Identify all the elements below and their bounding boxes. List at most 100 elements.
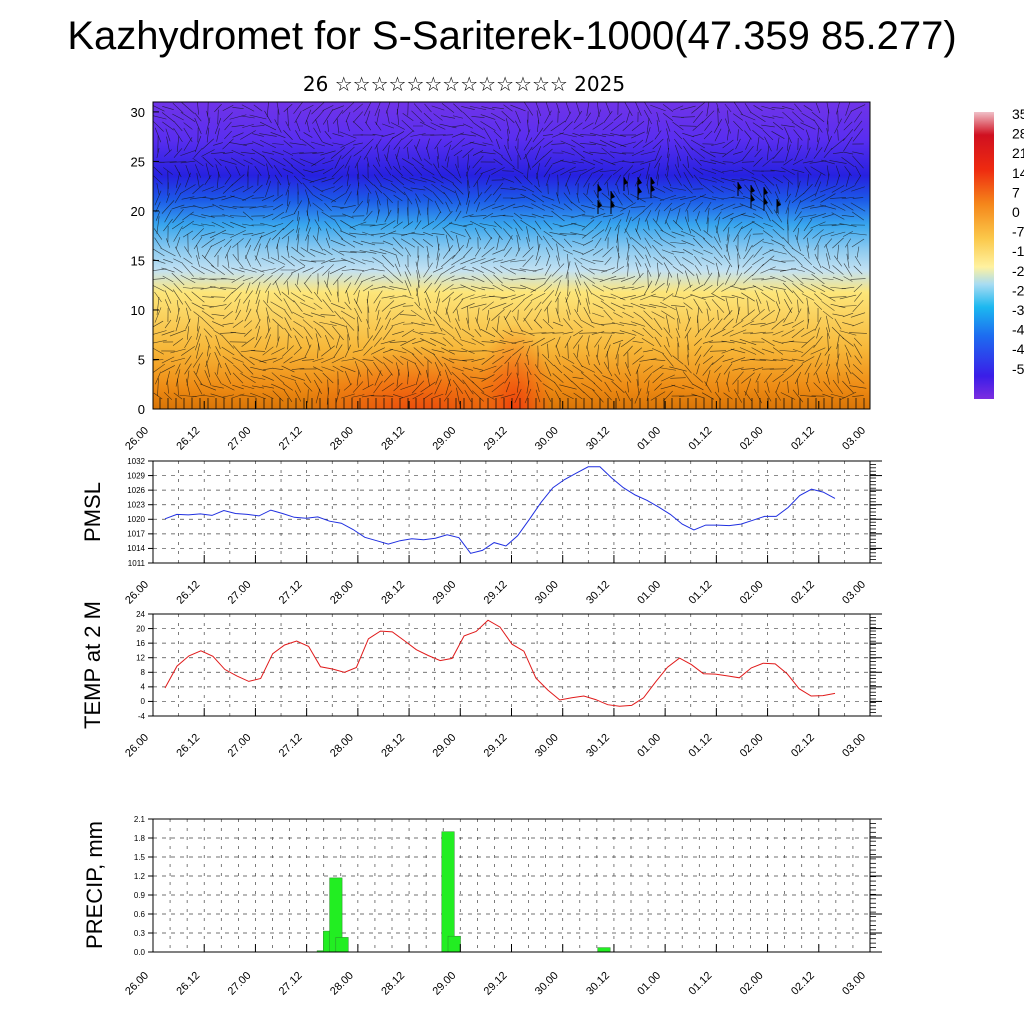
wind-barb xyxy=(341,393,355,399)
wind-barb xyxy=(493,158,503,166)
wind-barb xyxy=(262,346,274,356)
wind-barb xyxy=(611,120,625,132)
wind-barb xyxy=(332,133,344,137)
wind-barb xyxy=(170,357,186,363)
wind-barb xyxy=(763,285,773,291)
wind-barb xyxy=(842,337,854,347)
wind-barb xyxy=(462,148,474,158)
wind-barb xyxy=(687,210,689,222)
wind-barb xyxy=(193,236,203,250)
wind-barb xyxy=(670,196,686,200)
wind-barb xyxy=(442,134,454,136)
wind-barb xyxy=(302,182,314,196)
wind-barb xyxy=(630,206,646,208)
wind-barb xyxy=(363,146,373,160)
wind-barb xyxy=(573,329,583,337)
wind-barb xyxy=(195,343,201,359)
wind-barb xyxy=(435,211,441,221)
wind-barb xyxy=(852,321,864,327)
wind-barb xyxy=(176,300,180,312)
wind-barb xyxy=(816,137,820,151)
wind-barb xyxy=(340,238,356,248)
wind-barb xyxy=(492,106,504,110)
wind-barb xyxy=(632,355,644,365)
wind-barb xyxy=(743,266,753,274)
wind-barb xyxy=(826,165,830,177)
wind-barb xyxy=(555,345,561,357)
wind-barb xyxy=(534,220,542,230)
wind-barb xyxy=(287,108,289,126)
wind-barb xyxy=(194,117,202,135)
wind-barb xyxy=(524,388,532,404)
wind-barb xyxy=(813,336,823,348)
wind-barb xyxy=(565,183,571,195)
wind-barb xyxy=(531,213,545,219)
wind-barb xyxy=(329,260,347,262)
wind-barb xyxy=(356,162,360,180)
wind-barb xyxy=(781,358,795,362)
x-tick-label: 29.00 xyxy=(430,970,458,998)
wind-barb xyxy=(601,323,615,325)
wind-barb xyxy=(721,295,735,299)
x-tick-label: 03.00 xyxy=(840,425,868,453)
wind-barb xyxy=(304,109,312,125)
wind-barb xyxy=(572,364,584,374)
wind-barb xyxy=(153,285,165,292)
wind-barb xyxy=(846,253,850,269)
wind-barb xyxy=(775,301,781,311)
wind-barb xyxy=(466,154,470,170)
wind-barb xyxy=(373,356,383,364)
wind-barb xyxy=(733,226,743,242)
wind-barb xyxy=(756,299,760,313)
wind-barb xyxy=(343,383,353,391)
precip-bar xyxy=(597,947,611,953)
wind-barb xyxy=(353,298,363,314)
wind-barb xyxy=(660,229,676,239)
wind-barb xyxy=(296,234,300,252)
wind-barb xyxy=(283,103,293,113)
y-tick-label: 8 xyxy=(141,668,146,677)
wind-barb xyxy=(235,298,241,314)
wind-barb xyxy=(385,318,391,330)
wind-barb xyxy=(175,363,181,375)
wind-barb xyxy=(393,382,403,392)
wind-barb xyxy=(372,133,384,137)
wind-barb xyxy=(701,110,715,124)
wind-barb xyxy=(574,262,582,278)
wind-barb xyxy=(582,150,594,156)
wind-barb xyxy=(601,267,615,273)
wind-barb xyxy=(302,104,314,112)
wind-barb xyxy=(254,255,262,267)
wind-barb xyxy=(180,205,196,209)
wind-barb xyxy=(260,268,276,272)
wind-barb xyxy=(261,195,275,201)
wind-barb xyxy=(782,364,794,374)
wind-barb xyxy=(153,330,167,335)
wind-barb xyxy=(265,237,271,249)
wind-barb xyxy=(819,204,837,210)
wind-barb xyxy=(481,392,495,400)
wind-barb xyxy=(201,214,215,218)
wind-barb xyxy=(232,320,244,328)
wind-barb xyxy=(331,206,345,208)
wind-barb xyxy=(325,228,331,240)
x-tick-label: 01.00 xyxy=(635,732,663,760)
wind-barb xyxy=(451,371,465,385)
wind-barb xyxy=(534,373,542,383)
wind-barb xyxy=(791,247,805,257)
wind-barb xyxy=(510,104,526,112)
wind-barb xyxy=(434,379,442,395)
wind-barb xyxy=(573,319,583,329)
wind-barb xyxy=(251,273,265,285)
y-tick-label: 1.2 xyxy=(134,872,146,881)
wind-barb xyxy=(449,358,467,362)
wind-barb xyxy=(563,238,573,248)
wind-barb xyxy=(272,194,284,202)
wind-barb xyxy=(461,294,475,300)
wind-barb xyxy=(492,394,504,398)
wind-barb xyxy=(534,308,542,322)
wind-barb xyxy=(832,237,844,249)
wind-barb xyxy=(536,163,540,179)
wind-barb xyxy=(390,303,406,309)
wind-barb xyxy=(647,270,649,288)
